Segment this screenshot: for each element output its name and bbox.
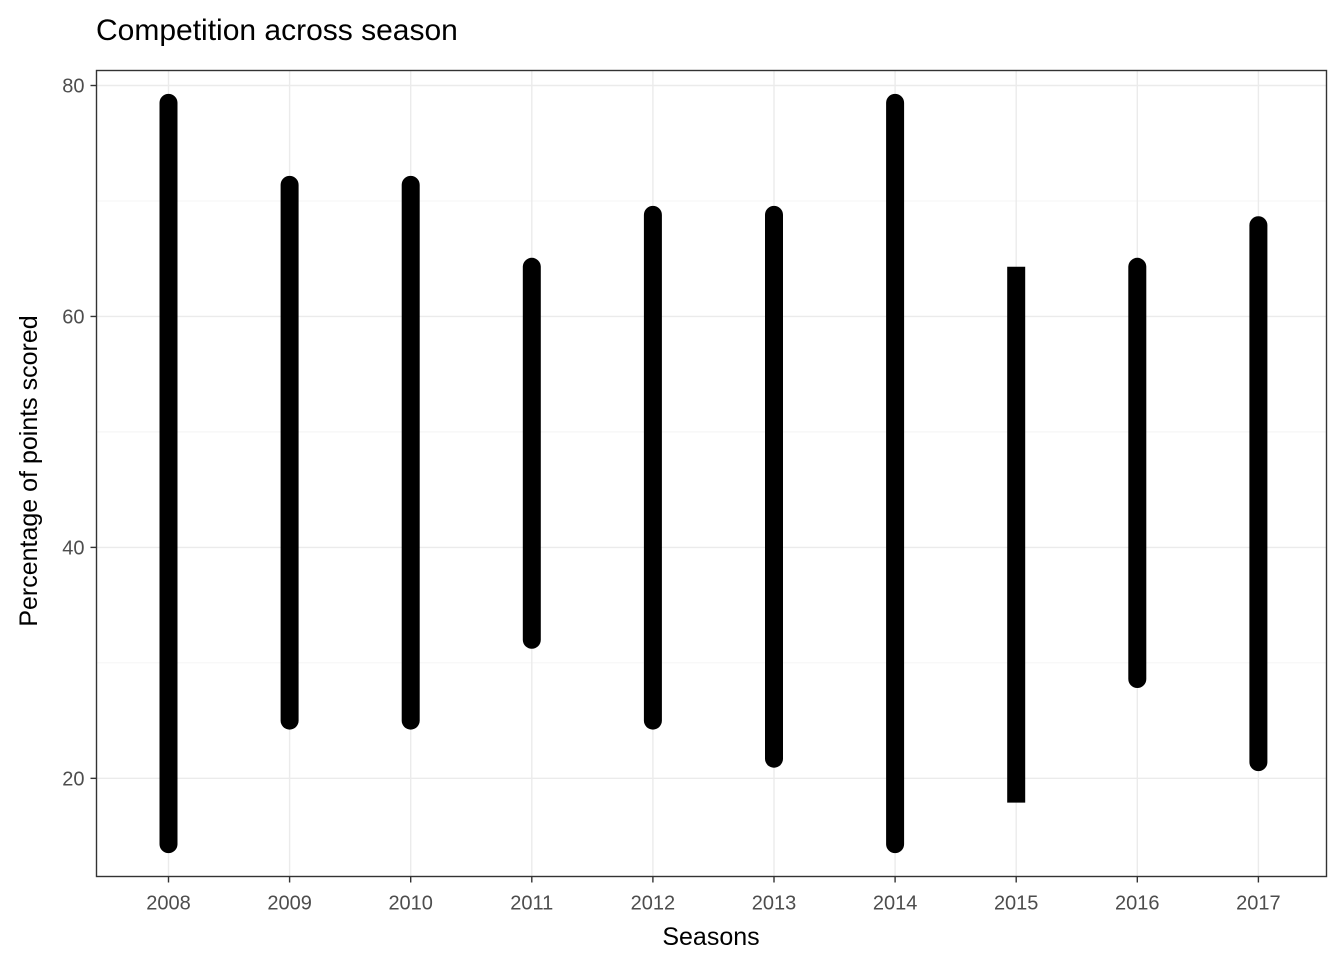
x-tick-label: 2012 — [631, 893, 676, 915]
y-tick-label: 40 — [62, 537, 84, 559]
y-tick-label: 60 — [62, 306, 84, 328]
x-axis-title: Seasons — [662, 923, 759, 951]
x-tick-label: 2010 — [388, 893, 433, 915]
range-bars — [159, 93, 1268, 854]
range-bar-cap-2008 — [159, 102, 178, 115]
y-axis: 20 40 60 80 — [62, 76, 97, 790]
x-tick-label: 2016 — [1115, 893, 1160, 915]
x-tick-label: 2009 — [267, 893, 312, 915]
panel-border — [95, 69, 1328, 878]
x-tick-label: 2008 — [146, 893, 191, 915]
y-tick-label: 80 — [62, 76, 84, 98]
x-tick-label: 2011 — [510, 893, 553, 915]
chart-title: Competition across season — [96, 14, 458, 47]
y-tick-label: 20 — [62, 768, 84, 790]
x-tick-label: 2013 — [752, 893, 797, 915]
x-tick-label: 2014 — [873, 893, 918, 915]
x-axis: 2008 2009 2010 2011 2012 2013 2014 2015 2016 2017 — [146, 876, 1281, 915]
x-tick-label: 2017 — [1236, 893, 1281, 915]
y-axis-title: Percentage of points scored — [15, 315, 43, 626]
x-tick-label: 2015 — [994, 893, 1039, 915]
